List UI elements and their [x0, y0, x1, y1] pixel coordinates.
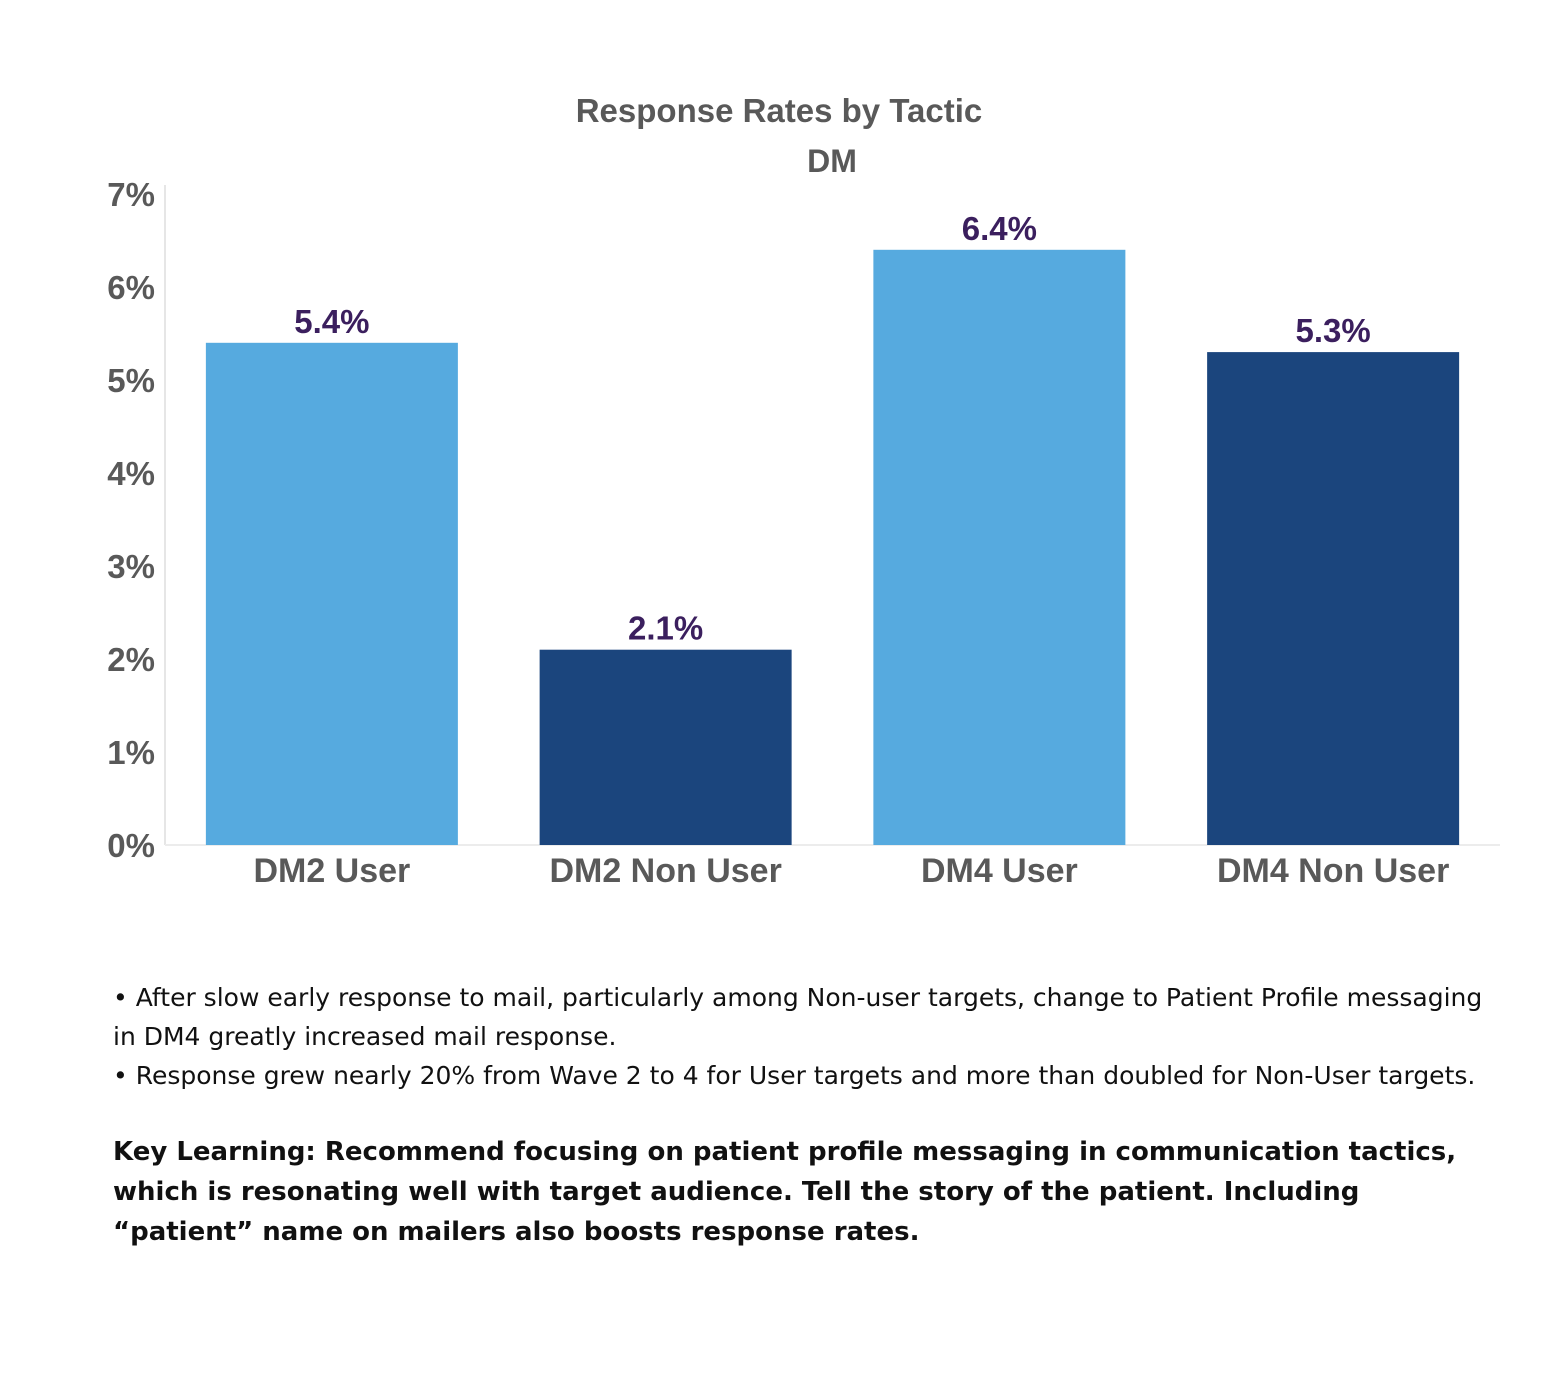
chart-subtitle: DM [807, 143, 857, 179]
note-bullet-1: • After slow early response to mail, par… [113, 983, 1483, 1051]
bar-value-label: 5.4% [294, 303, 369, 340]
category-label: DM4 User [921, 852, 1078, 890]
chart-title: Response Rates by Tactic [576, 92, 983, 129]
note-bullet-2: • Response grew nearly 20% from Wave 2 t… [113, 1061, 1476, 1090]
bar [539, 649, 792, 845]
category-label: DM2 User [253, 852, 410, 890]
category-label: DM4 Non User [1217, 852, 1449, 890]
y-tick-label: 2% [107, 641, 155, 678]
bar [1207, 352, 1460, 845]
bar-value-label: 2.1% [628, 610, 703, 647]
y-tick-label: 1% [107, 734, 155, 771]
bars [205, 249, 1460, 846]
y-tick-label: 4% [107, 455, 155, 492]
category-labels: DM2 User DM2 Non User DM4 User DM4 Non User [253, 852, 1449, 890]
notes-section: • After slow early response to mail, par… [113, 978, 1483, 1252]
y-tick-labels: 0% 1% 2% 3% 4% 5% 6% 7% [107, 176, 155, 864]
y-tick-label: 5% [107, 362, 155, 399]
bar-value-label: 6.4% [962, 210, 1037, 247]
y-tick-label: 6% [107, 269, 155, 306]
category-label: DM2 Non User [549, 852, 781, 890]
bar [205, 342, 458, 845]
bar-chart: Response Rates by Tactic DM 0% 1% 2% 3% 4% 5%… [107, 92, 1500, 890]
y-tick-label: 0% [107, 827, 155, 864]
bar [873, 249, 1126, 846]
bar-value-label: 5.3% [1296, 312, 1371, 349]
y-tick-label: 3% [107, 548, 155, 585]
y-tick-label: 7% [107, 176, 155, 213]
key-learning: Key Learning: Recommend focusing on pati… [113, 1137, 1457, 1247]
value-labels: 5.4% 2.1% 6.4% 5.3% [294, 210, 1370, 647]
